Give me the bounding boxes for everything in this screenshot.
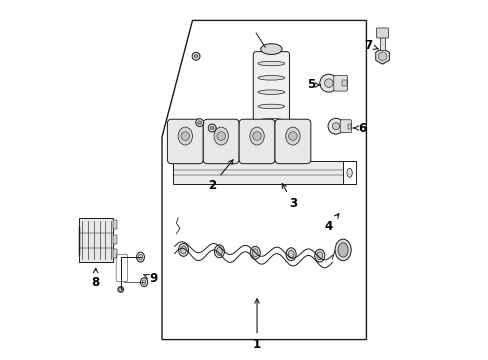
Text: 1: 1 — [252, 299, 261, 351]
Ellipse shape — [258, 90, 284, 94]
Text: 9: 9 — [143, 272, 157, 285]
Circle shape — [198, 121, 201, 125]
Circle shape — [327, 118, 343, 134]
Ellipse shape — [142, 280, 145, 284]
Text: 3: 3 — [282, 184, 296, 210]
Circle shape — [288, 132, 297, 140]
FancyBboxPatch shape — [253, 51, 289, 133]
Circle shape — [195, 119, 203, 127]
FancyBboxPatch shape — [203, 119, 239, 164]
Circle shape — [378, 52, 386, 60]
Ellipse shape — [314, 249, 324, 262]
Ellipse shape — [258, 76, 284, 80]
Ellipse shape — [316, 252, 322, 260]
Text: 6: 6 — [352, 122, 366, 135]
Ellipse shape — [258, 118, 284, 123]
Circle shape — [194, 54, 198, 58]
Bar — [347, 124, 351, 129]
Ellipse shape — [250, 246, 260, 259]
Ellipse shape — [258, 61, 284, 66]
Circle shape — [210, 126, 214, 130]
Ellipse shape — [285, 127, 300, 145]
Bar — [79, 218, 113, 262]
Text: 5: 5 — [306, 78, 320, 91]
FancyBboxPatch shape — [167, 119, 203, 164]
Ellipse shape — [252, 249, 258, 257]
FancyBboxPatch shape — [333, 75, 346, 91]
Circle shape — [217, 132, 225, 140]
Circle shape — [319, 74, 337, 92]
Circle shape — [324, 79, 332, 87]
Ellipse shape — [334, 239, 350, 261]
Ellipse shape — [287, 250, 293, 258]
Ellipse shape — [214, 245, 224, 258]
Ellipse shape — [140, 278, 147, 287]
Bar — [113, 235, 117, 244]
Text: 4: 4 — [324, 213, 338, 233]
Ellipse shape — [180, 246, 186, 254]
Ellipse shape — [346, 168, 351, 177]
Bar — [379, 36, 385, 50]
FancyBboxPatch shape — [340, 120, 351, 133]
Circle shape — [192, 52, 200, 60]
Ellipse shape — [337, 243, 347, 257]
Ellipse shape — [249, 127, 264, 145]
Bar — [342, 80, 346, 86]
Ellipse shape — [285, 248, 296, 261]
Circle shape — [252, 132, 261, 140]
FancyBboxPatch shape — [274, 119, 310, 164]
Ellipse shape — [214, 127, 228, 145]
Text: 2: 2 — [208, 160, 232, 192]
Circle shape — [181, 132, 189, 140]
Ellipse shape — [260, 44, 282, 54]
Bar — [113, 220, 117, 229]
Circle shape — [208, 124, 216, 132]
Ellipse shape — [178, 127, 192, 145]
Ellipse shape — [258, 104, 284, 109]
Ellipse shape — [118, 287, 123, 292]
FancyBboxPatch shape — [376, 28, 388, 38]
Ellipse shape — [216, 247, 222, 255]
Text: 7: 7 — [364, 39, 377, 52]
Ellipse shape — [138, 254, 142, 260]
Bar — [172, 161, 343, 184]
FancyBboxPatch shape — [259, 127, 283, 142]
Circle shape — [119, 287, 122, 292]
Bar — [113, 249, 117, 258]
Circle shape — [332, 123, 339, 130]
Ellipse shape — [136, 252, 144, 262]
Text: 8: 8 — [91, 268, 100, 289]
Ellipse shape — [178, 243, 188, 256]
Polygon shape — [375, 48, 388, 64]
FancyBboxPatch shape — [239, 119, 274, 164]
